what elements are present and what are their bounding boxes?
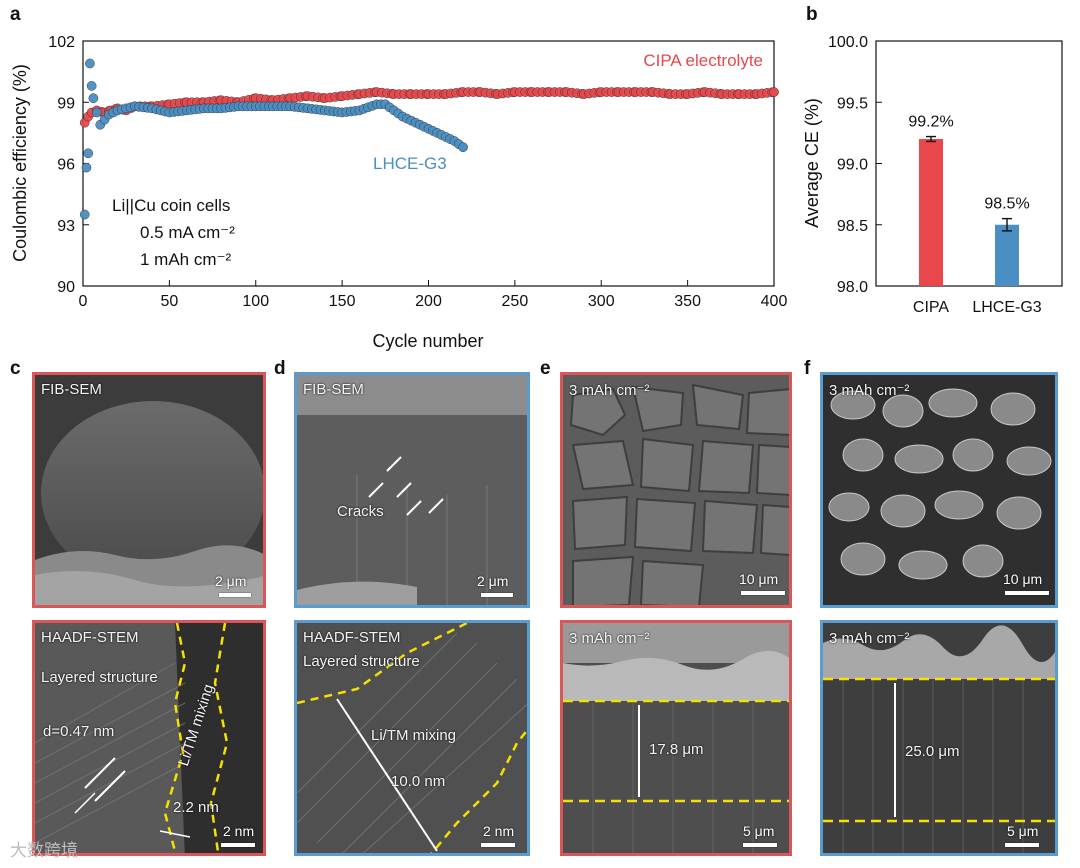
panel-letter-a: a [10,4,21,25]
annotation-cell: Li||Cu coin cells [112,196,230,215]
annotation-capacity: 1 mAh cm⁻² [140,250,231,269]
label-e-top: 3 mAh cm⁻² [569,382,650,399]
panel-letter-b: b [806,4,818,25]
panel-letter-f: f [804,358,811,379]
image-f-bottom: 3 mAh cm⁻² 25.0 μm 5 μm [820,620,1058,856]
label-c-top: FIB-SEM [41,381,102,398]
watermark: 大数跨境 [10,841,78,861]
scale-bar-d-bottom [481,843,515,847]
y-tick-label-b: 98.5 [837,218,868,235]
panel-letter-c: c [10,358,21,379]
mixing-label-d: Li/TM mixing [371,727,457,744]
lhce-series [79,58,468,220]
y-tick-label: 99 [57,95,75,112]
sublabel-c-bottom: Layered structure [41,669,158,686]
image-d-haadf: HAADF-STEM Layered structure Li/TM mixin… [294,620,530,856]
image-f-top: 3 mAh cm⁻² 10 μm [820,372,1058,608]
y-tick-label-b: 99.0 [837,157,868,174]
category-label: LHCE-G3 [972,299,1041,316]
x-tick-label: 150 [329,293,356,310]
x-tick-label: 0 [79,293,88,310]
legend-cipa: CIPA electrolyte [643,51,763,70]
cracks-label: Cracks [337,503,384,520]
lhce-point [86,81,97,91]
panel-letter-e: e [540,358,551,379]
scale-bar-e-bottom [743,843,777,847]
bar-lhce-g3 [995,224,1019,286]
scale-bar-e-top [741,591,785,595]
scale-label-e-bottom: 5 μm [743,823,775,839]
plot-frame-b [875,40,1063,287]
lhce-point [88,93,99,104]
data-label: 98.5% [984,196,1029,213]
legend-lhce: LHCE-G3 [373,154,447,173]
scale-bar-d-top [481,593,513,597]
lhce-point [85,58,95,69]
cipa-point [769,87,779,97]
y-tick-label-b: 100.0 [828,34,868,51]
chart-a: 0 50 100 150 200 250 300 350 400 90 93 96 99 102 CIPA… [10,34,787,351]
scale-label-f-bottom: 5 μm [1007,823,1039,839]
bar-cipa [919,139,943,286]
lhce-point [458,142,468,153]
scale-bar-f-top [1005,591,1049,595]
scale-label-f-top: 10 μm [1003,571,1043,587]
image-e-top: 3 mAh cm⁻² 10 μm [560,372,792,608]
lhce-point [79,209,90,220]
thickness-label-e: 17.8 μm [649,741,704,758]
lhce-point [81,162,92,173]
x-tick-label: 300 [588,293,615,310]
sublabel-d-bottom: Layered structure [303,653,420,670]
x-tick-label: 250 [502,293,529,310]
image-e-bottom: 3 mAh cm⁻² 17.8 μm 5 μm [560,620,792,856]
panel-letter-d: d [274,358,286,379]
category-label: CIPA [913,299,949,316]
scale-label-d-top: 2 μm [477,573,509,589]
scale-label-c-top: 2 μm [215,573,247,589]
y-tick-label: 96 [57,157,75,174]
y-tick-label: 90 [57,279,75,296]
label-e-bottom: 3 mAh cm⁻² [569,630,650,647]
y-tick-label-b: 98.0 [837,279,868,296]
thickness-label-f: 25.0 μm [905,743,960,760]
y-axis-label: Coulombic efficiency (%) [10,64,30,262]
thickness-label-d: 10.0 nm [391,773,446,790]
lhce-point [83,148,94,159]
scale-bar-f-bottom [1005,843,1039,847]
thickness-label-c: 2.2 nm [173,799,219,816]
x-tick-label: 200 [415,293,442,310]
x-tick-label: 50 [160,293,178,310]
d-spacing-label: d=0.47 nm [43,723,115,740]
x-tick-label: 350 [674,293,701,310]
chart-b-bars: 99.2% CIPA 98.5% LHCE-G3 [908,114,1041,316]
y-axis-label-b: Average CE (%) [802,98,822,228]
lhce-point [91,107,102,118]
x-axis-label: Cycle number [372,331,483,351]
label-c-bottom: HAADF-STEM [41,629,139,646]
chart-b: 98.0 98.5 99.0 99.5 100.0 99.2% CIPA 98.5% LHCE… [802,34,1063,316]
y-tick-label-b: 99.5 [837,95,868,112]
scale-bar-c-top [219,593,251,597]
scale-label-e-top: 10 μm [739,571,779,587]
annotation-current: 0.5 mA cm⁻² [140,223,235,242]
image-c-fib-sem: FIB-SEM 2 μm [32,372,266,608]
scale-label-c-bottom: 2 nm [223,823,255,839]
chart-b-axes: 98.0 98.5 99.0 99.5 100.0 [828,34,1063,296]
y-tick-label: 93 [57,218,75,235]
scale-bar-c-bottom [221,843,255,847]
label-f-bottom: 3 mAh cm⁻² [829,630,910,647]
x-tick-label: 400 [761,293,788,310]
label-d-bottom: HAADF-STEM [303,629,401,646]
scale-label-d-bottom: 2 nm [483,823,515,839]
label-f-top: 3 mAh cm⁻² [829,382,910,399]
image-c-haadf: HAADF-STEM Layered structure d=0.47 nm L… [32,620,266,856]
x-tick-label: 100 [242,293,269,310]
chart-a-axes: 0 50 100 150 200 250 300 350 400 90 93 96 99 102 [48,34,787,310]
label-d-top: FIB-SEM [303,381,364,398]
image-d-fib-sem: FIB-SEM Cracks 2 μm [294,372,530,608]
y-tick-label: 102 [48,34,75,51]
data-label: 99.2% [908,114,953,131]
